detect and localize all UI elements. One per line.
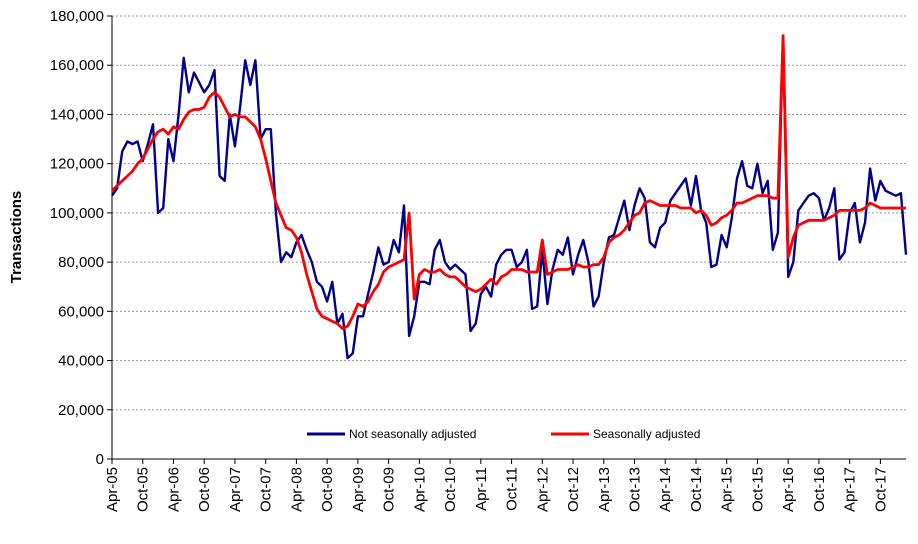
x-tick-label: Apr-16 (780, 467, 797, 512)
series-line-not-seasonally-adjusted (111, 34, 908, 360)
x-tick-label: Apr-13 (596, 467, 613, 512)
y-tick-label: 140,000 (50, 106, 104, 123)
x-tick-label: Apr-14 (657, 467, 674, 512)
y-tick-label: 180,000 (50, 8, 104, 25)
legend-label-seasonally-adjusted: Seasonally adjusted (593, 427, 700, 441)
x-tick-label: Oct-07 (258, 467, 275, 512)
x-tick-label: Oct-15 (749, 467, 766, 512)
x-tick-label: Oct-06 (196, 467, 213, 512)
y-tick-label: 100,000 (50, 205, 104, 222)
legend: Not seasonally adjusted Seasonally adjus… (307, 427, 700, 441)
x-tick-label: Oct-13 (627, 467, 644, 512)
x-tick-label: Oct-09 (381, 467, 398, 512)
x-tick-label: Oct-12 (565, 467, 582, 512)
y-tick-label: 0 (96, 451, 104, 468)
y-axis-title: Transactions (8, 191, 25, 284)
x-tick-labels: Apr-05 Oct-05 Apr-06 Oct-06 Apr-07 Oct-07 Apr-… (104, 467, 889, 512)
series-line-seasonally-adjusted (111, 34, 906, 331)
x-tick-label: Oct-14 (688, 467, 705, 512)
x-tick-label: Oct-17 (872, 467, 889, 512)
gridlines (112, 15, 906, 411)
axes (107, 15, 906, 464)
x-tick-label: Apr-08 (288, 467, 305, 512)
y-tick-label: 120,000 (50, 156, 104, 173)
x-tick-label: Apr-15 (719, 467, 736, 512)
x-tick-label: Apr-17 (842, 467, 859, 512)
x-tick-label: Apr-10 (411, 467, 428, 512)
x-tick-label: Apr-05 (104, 467, 121, 512)
x-tick-label: Apr-06 (165, 467, 182, 512)
y-tick-label: 40,000 (58, 353, 104, 370)
x-tick-label: Apr-07 (227, 467, 244, 512)
data-series (111, 34, 908, 360)
x-tick-label: Oct-05 (135, 467, 152, 512)
x-tick-label: Oct-10 (442, 467, 459, 512)
x-tick-label: Apr-09 (350, 467, 367, 512)
y-tick-label: 20,000 (58, 402, 104, 419)
x-tick-label: Apr-12 (534, 467, 551, 512)
x-tick-label: Oct-11 (504, 467, 521, 511)
x-tick-label: Apr-11 (473, 467, 490, 511)
y-tick-label: 80,000 (58, 254, 104, 271)
y-tick-label: 60,000 (58, 303, 104, 320)
x-tick-label: Oct-16 (811, 467, 828, 512)
legend-label-not-seasonally-adjusted: Not seasonally adjusted (349, 427, 476, 441)
x-tick-label: Oct-08 (319, 467, 336, 512)
y-tick-labels: 0 20,000 40,000 60,000 80,000 100,000 120,000 1… (50, 8, 104, 468)
y-tick-label: 160,000 (50, 57, 104, 74)
